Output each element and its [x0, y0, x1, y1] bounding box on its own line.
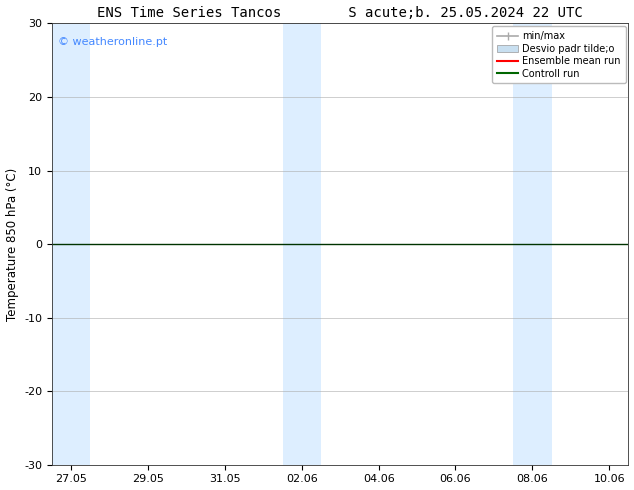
Bar	[513, 24, 552, 465]
Title: ENS Time Series Tancos        S acute;b. 25.05.2024 22 UTC: ENS Time Series Tancos S acute;b. 25.05.…	[98, 5, 583, 20]
Text: © weatheronline.pt: © weatheronline.pt	[58, 37, 167, 47]
Bar	[283, 24, 321, 465]
Legend: min/max, Desvio padr tilde;o, Ensemble mean run, Controll run: min/max, Desvio padr tilde;o, Ensemble m…	[492, 26, 626, 83]
Bar	[52, 24, 91, 465]
Y-axis label: Temperature 850 hPa (°C): Temperature 850 hPa (°C)	[6, 168, 18, 321]
